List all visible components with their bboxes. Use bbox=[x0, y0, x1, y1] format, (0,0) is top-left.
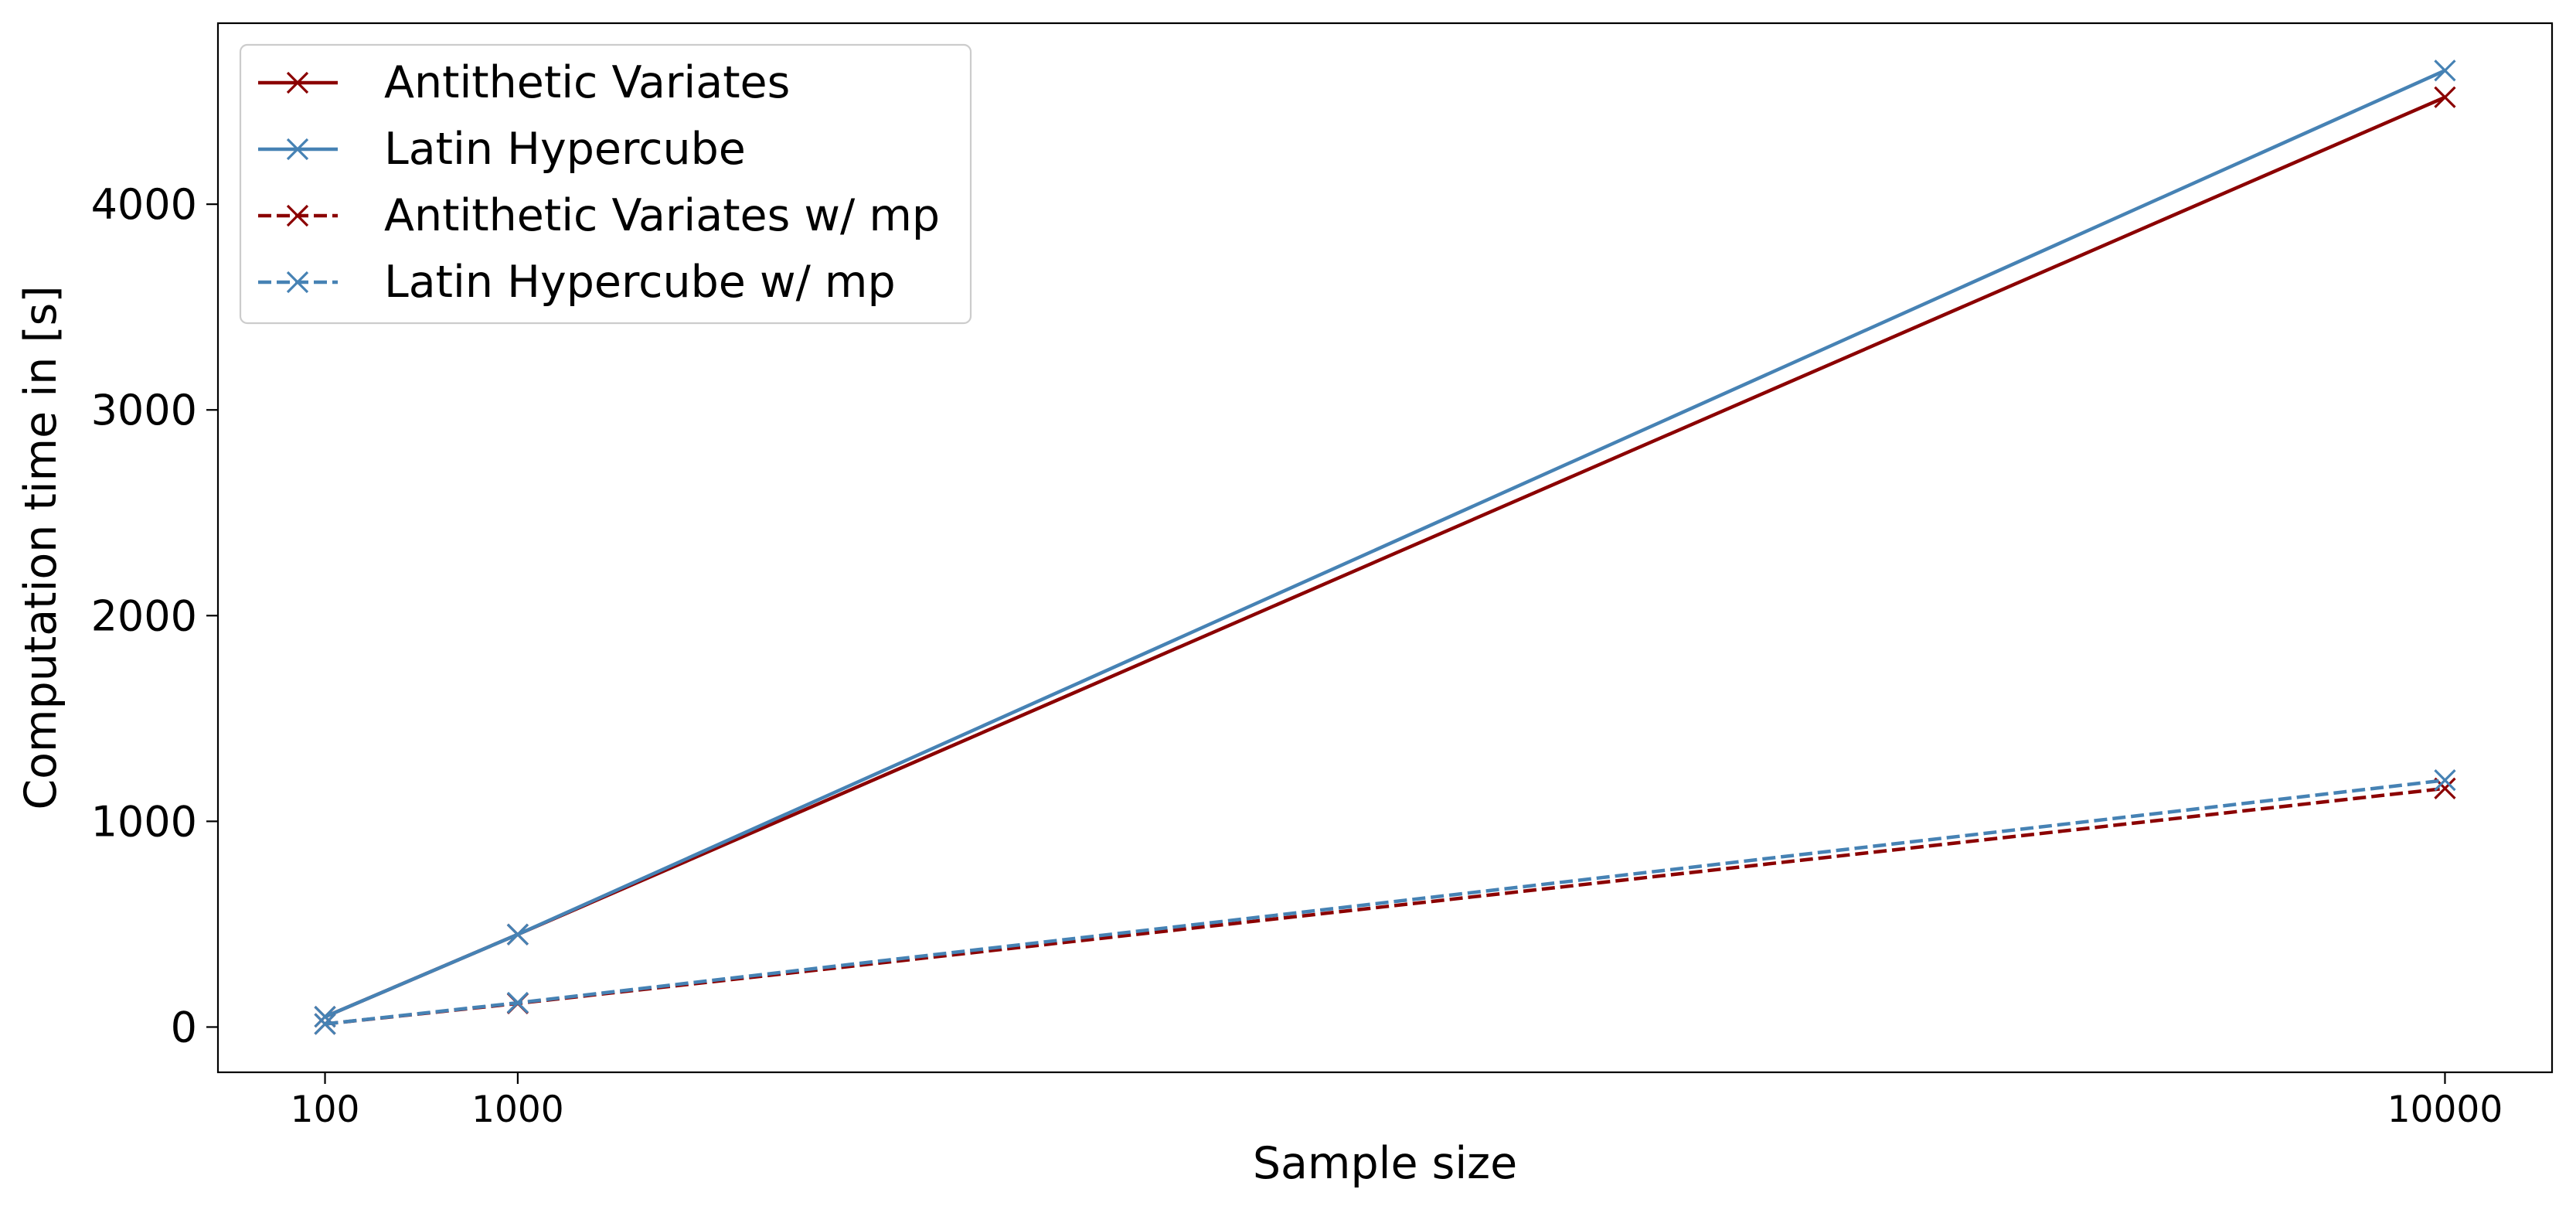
y-tick-label: 4000 bbox=[91, 180, 197, 229]
data-point-marker bbox=[2434, 60, 2456, 82]
y-axis: 0 1000 2000 3000 4000 bbox=[91, 180, 218, 1051]
series-4 bbox=[314, 769, 2456, 1035]
y-tick-label: 3000 bbox=[91, 386, 197, 434]
y-tick-label: 1000 bbox=[91, 797, 197, 846]
legend-item: Antithetic Variates bbox=[258, 57, 790, 108]
x-tick-label: 10000 bbox=[2387, 1089, 2503, 1131]
legend-item: Antithetic Variates w/ mp bbox=[258, 190, 940, 241]
legend-marker bbox=[286, 71, 309, 94]
legend-marker bbox=[286, 138, 309, 161]
data-point-marker bbox=[506, 923, 529, 946]
x-tick-label: 100 bbox=[291, 1089, 360, 1131]
data-point-marker bbox=[2434, 769, 2456, 792]
legend-marker bbox=[286, 271, 309, 294]
x-axis-title: Sample size bbox=[1253, 1138, 1517, 1189]
series-line bbox=[325, 778, 2445, 1026]
plot-area bbox=[216, 22, 2554, 1074]
legend-label: Latin Hypercube bbox=[384, 124, 746, 175]
y-axis-title: Computation time in [s] bbox=[15, 285, 66, 809]
legend-marker bbox=[286, 204, 309, 227]
data-point-marker bbox=[314, 1013, 336, 1035]
legend-frame bbox=[239, 43, 972, 325]
x-axis: 100 1000 10000 bbox=[291, 1072, 2503, 1131]
data-point-marker bbox=[2434, 86, 2456, 108]
legend-label: Latin Hypercube w/ mp bbox=[384, 257, 896, 308]
data-point-marker bbox=[506, 991, 529, 1014]
legend-label: Antithetic Variates bbox=[384, 57, 790, 108]
y-tick-label: 0 bbox=[171, 1003, 197, 1051]
legend: Antithetic Variates Latin Hypercube Antith… bbox=[239, 43, 972, 325]
x-tick-label: 1000 bbox=[471, 1089, 564, 1131]
y-tick-label: 2000 bbox=[91, 591, 197, 640]
legend-label: Antithetic Variates w/ mp bbox=[384, 190, 940, 241]
legend-item: Latin Hypercube w/ mp bbox=[258, 257, 896, 308]
plot-frame bbox=[216, 22, 2554, 1074]
legend-item: Latin Hypercube bbox=[258, 124, 746, 175]
series-layer bbox=[314, 60, 2456, 1035]
